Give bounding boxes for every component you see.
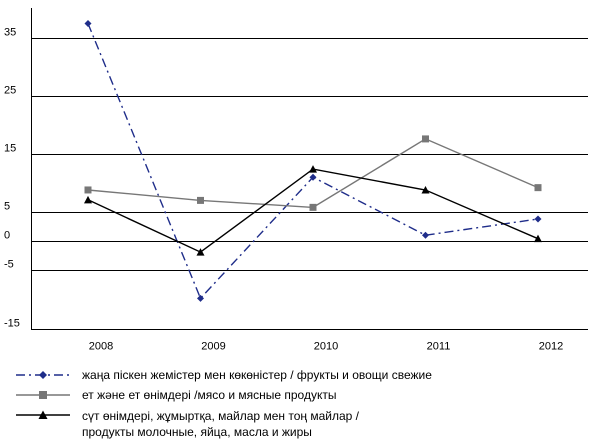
data-point bbox=[197, 196, 204, 204]
legend-item-fruits-vegetables: жаңа піскен жемістер мен көкөністер / фр… bbox=[14, 366, 584, 386]
chart-grid bbox=[31, 38, 588, 330]
legend-swatch-fruits-vegetables bbox=[16, 371, 70, 379]
legend-label-dairy: сүт өнімдері, жұмыртқа, майлар мен тоң м… bbox=[82, 409, 359, 439]
legend-swatch-meat bbox=[16, 391, 70, 399]
data-point bbox=[84, 20, 92, 27]
data-point bbox=[309, 165, 317, 173]
y-tick-label: 0 bbox=[4, 230, 10, 242]
data-point bbox=[196, 248, 205, 256]
y-tick-label: 35 bbox=[4, 27, 16, 39]
data-point bbox=[422, 231, 429, 239]
data-point bbox=[422, 135, 429, 143]
series-line-1 bbox=[87, 138, 539, 209]
y-tick-label: -15 bbox=[4, 318, 20, 330]
x-tick-label: 2009 bbox=[201, 341, 225, 353]
series-1 bbox=[84, 135, 542, 211]
series-line-0 bbox=[87, 23, 539, 300]
data-point bbox=[84, 195, 92, 204]
data-point bbox=[421, 185, 430, 194]
data-point bbox=[534, 215, 542, 223]
legend-label-meat: ет және ет өнімдері /мясо и мясные проду… bbox=[82, 388, 337, 402]
legend-item-meat: ет және ет өнімдері /мясо и мясные проду… bbox=[14, 386, 584, 406]
x-tick-label: 2010 bbox=[314, 341, 338, 353]
data-point bbox=[534, 184, 542, 192]
data-point bbox=[197, 294, 204, 302]
series-2 bbox=[84, 165, 542, 256]
y-tick-label: 25 bbox=[4, 85, 16, 97]
y-tick-label: 15 bbox=[4, 143, 16, 155]
x-tick-label: 2008 bbox=[89, 341, 113, 353]
y-tick-label: 5 bbox=[4, 201, 10, 213]
legend-item-dairy: сүт өнімдері, жұмыртқа, майлар мен тоң м… bbox=[14, 406, 584, 442]
data-point bbox=[309, 173, 317, 181]
data-point bbox=[534, 234, 542, 243]
y-axis: 35 25 15 5 0 -5 -15 bbox=[4, 8, 32, 330]
legend: жаңа піскен жемістер мен көкөністер / фр… bbox=[14, 366, 584, 442]
x-tick-label: 2011 bbox=[427, 341, 451, 353]
legend-label-fruits-vegetables: жаңа піскен жемістер мен көкөністер / фр… bbox=[82, 368, 432, 382]
line-chart: 35 25 15 5 0 -5 -15 2008 2009 2010 2011 2012 bbox=[4, 8, 588, 353]
legend-swatch-dairy bbox=[16, 410, 70, 419]
data-point bbox=[84, 186, 92, 194]
series-layer bbox=[84, 20, 542, 302]
x-tick-label: 2012 bbox=[539, 341, 563, 353]
series-0 bbox=[84, 20, 542, 302]
y-tick-label: -5 bbox=[4, 259, 14, 271]
data-point bbox=[309, 203, 317, 211]
x-axis: 2008 2009 2010 2011 2012 bbox=[89, 341, 563, 353]
